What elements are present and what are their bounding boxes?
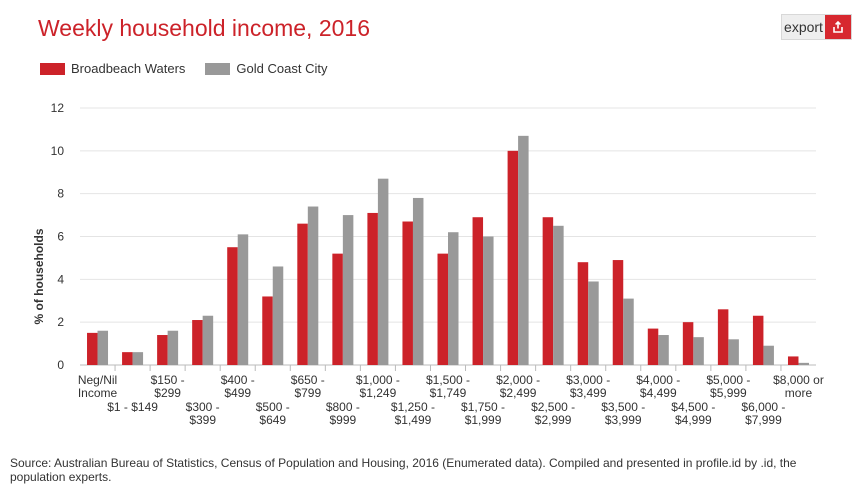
x-tick-label: Neg/Nil Income [78, 373, 118, 400]
bar-gold-coast-city[interactable] [167, 330, 179, 365]
bar-broadbeach-waters[interactable] [752, 315, 764, 365]
bar-broadbeach-waters[interactable] [122, 352, 133, 365]
x-tick-label: $300 -$399 [186, 400, 220, 427]
y-tick-label: 2 [57, 315, 64, 329]
bar-broadbeach-waters[interactable] [297, 223, 308, 365]
bar-gold-coast-city[interactable] [272, 266, 284, 365]
y-tick-label: 12 [51, 101, 65, 115]
bar-gold-coast-city[interactable] [483, 236, 494, 366]
bar-broadbeach-waters[interactable] [612, 260, 624, 365]
share-export-icon [825, 15, 851, 39]
x-tick-label: $3,000 -$3,499 [566, 373, 610, 400]
x-tick-label: $1,250 -$1,499 [391, 400, 435, 427]
bar-gold-coast-city[interactable] [623, 298, 634, 365]
share-export-icon-svg [833, 21, 843, 33]
bar-gold-coast-city[interactable] [728, 339, 739, 365]
legend-swatch-broadbeach-waters [40, 62, 65, 75]
bar-gold-coast-city[interactable] [448, 232, 459, 365]
bar-gold-coast-city[interactable] [202, 315, 214, 365]
bar-broadbeach-waters[interactable] [262, 296, 273, 365]
bar-gold-coast-city[interactable] [342, 215, 354, 365]
y-tick-label: 6 [57, 230, 64, 244]
x-tick-label: $6,000 -$7,999 [741, 400, 785, 427]
bar-gold-coast-city[interactable] [798, 362, 809, 365]
bar-broadbeach-waters[interactable] [332, 253, 343, 365]
chart-title: Weekly household income, 2016 [38, 15, 371, 41]
bar-broadbeach-waters[interactable] [787, 356, 799, 365]
bar-gold-coast-city[interactable] [307, 206, 319, 365]
x-tick-label: $2,000 -$2,499 [496, 373, 540, 400]
source-note: Source: Australian Bureau of Statistics,… [10, 456, 797, 484]
y-tick-label: 8 [57, 187, 64, 201]
bar-broadbeach-waters[interactable] [192, 320, 203, 365]
bar-gold-coast-city[interactable] [132, 352, 144, 365]
bar-broadbeach-waters[interactable] [507, 150, 519, 365]
legend-swatch-gold-coast-city [205, 62, 231, 75]
bar-broadbeach-waters[interactable] [682, 322, 694, 365]
bar-broadbeach-waters[interactable] [577, 262, 589, 365]
x-tick-label: $4,000 -$4,499 [636, 373, 680, 400]
legend-label-broadbeach-waters: Broadbeach Waters [71, 61, 186, 76]
bar-broadbeach-waters[interactable] [367, 212, 378, 365]
bar-broadbeach-waters[interactable] [437, 253, 449, 365]
x-tick-label: $1,500 -$1,749 [426, 373, 470, 400]
legend-label-gold-coast-city: Gold Coast City [236, 61, 328, 76]
bar-broadbeach-waters[interactable] [157, 335, 168, 365]
y-axis-label: % of households [32, 228, 46, 324]
bar-gold-coast-city[interactable] [693, 337, 704, 365]
x-tick-label: $150 -$299 [151, 373, 185, 400]
bar-gold-coast-city[interactable] [588, 281, 599, 365]
x-tick-label: $1,000 -$1,249 [356, 373, 400, 400]
x-tick-label: $8,000 or more [773, 373, 824, 400]
bar-broadbeach-waters[interactable] [647, 328, 659, 365]
y-tick-label: 4 [57, 272, 64, 286]
bar-gold-coast-city[interactable] [412, 197, 424, 365]
x-tick-label: $2,500 -$2,999 [531, 400, 575, 427]
bar-gold-coast-city[interactable] [237, 234, 249, 365]
bar-gold-coast-city[interactable] [97, 330, 109, 365]
x-tick-label: $400 -$499 [221, 373, 255, 400]
legend-item-broadbeach-waters[interactable]: Broadbeach Waters [40, 61, 185, 76]
bar-gold-coast-city[interactable] [658, 335, 669, 365]
x-tick-label: $4,500 -$4,999 [671, 400, 715, 427]
bar-broadbeach-waters[interactable] [542, 217, 554, 365]
bar-gold-coast-city[interactable] [518, 135, 529, 365]
x-tick-label: $5,000 -$5,999 [706, 373, 750, 400]
bar-broadbeach-waters[interactable] [87, 332, 98, 365]
bar-broadbeach-waters[interactable] [402, 221, 413, 365]
y-tick-label: 10 [51, 144, 65, 158]
y-tick-label: 0 [57, 358, 64, 372]
legend-item-gold-coast-city[interactable]: Gold Coast City [205, 61, 327, 76]
export-label: export [784, 19, 823, 35]
x-tick-label: $1,750 -$1,999 [461, 400, 505, 427]
x-tick-label: $800 -$999 [326, 400, 360, 427]
x-tick-label: $1 - $149 [107, 400, 158, 414]
bar-gold-coast-city[interactable] [763, 345, 774, 365]
x-tick-label: $3,500 -$3,999 [601, 400, 645, 427]
x-tick-label: $650 -$799 [291, 373, 325, 400]
bar-gold-coast-city[interactable] [553, 225, 564, 365]
bar-broadbeach-waters[interactable] [227, 247, 238, 365]
bar-broadbeach-waters[interactable] [717, 309, 729, 365]
x-tick-label: $500 -$649 [256, 400, 290, 427]
bar-gold-coast-city[interactable] [377, 178, 389, 365]
bar-chart: 0 2 4 6 8 10 12 % of households Neg/Nil Income$1 … [32, 101, 824, 427]
legend: Broadbeach Waters Gold Coast City [40, 61, 347, 76]
export-button[interactable]: export [781, 14, 852, 40]
bar-broadbeach-waters[interactable] [472, 217, 484, 365]
